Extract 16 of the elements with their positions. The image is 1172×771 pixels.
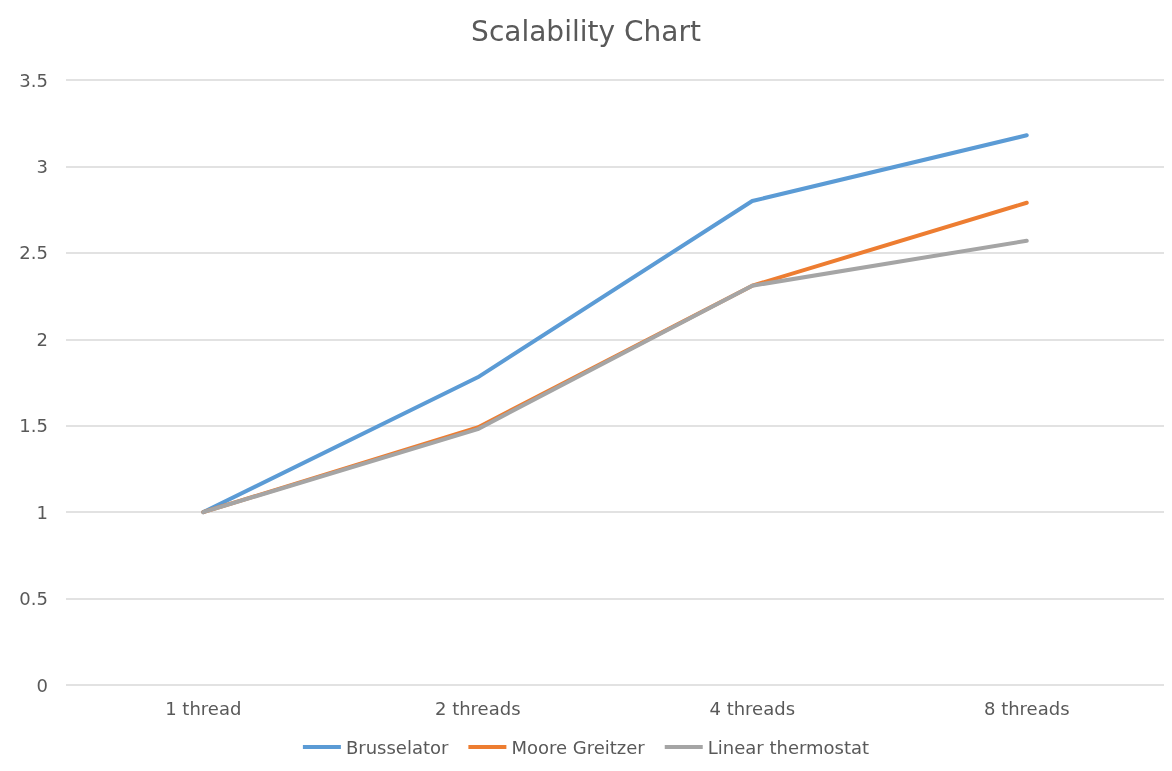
y-tick-label: 0.5 xyxy=(19,588,48,610)
y-tick-label: 1.5 xyxy=(19,415,48,437)
y-tick-label: 3 xyxy=(36,155,48,177)
y-tick-label: 3.5 xyxy=(19,69,48,91)
legend-label: Moore Greitzer xyxy=(511,736,646,758)
y-tick-label: 2.5 xyxy=(19,242,48,264)
y-tick-label: 1 xyxy=(36,501,48,523)
x-tick-label: 8 threads xyxy=(983,697,1070,719)
x-tick-label: 4 threads xyxy=(709,697,796,719)
legend-label: Brusselator xyxy=(345,736,449,758)
x-tick-label: 1 thread xyxy=(165,697,242,719)
y-tick-label: 2 xyxy=(36,328,48,350)
y-tick-label: 0 xyxy=(36,674,48,696)
chart-title: Scalability Chart xyxy=(471,14,701,48)
legend-label: Linear thermostat xyxy=(707,736,870,758)
x-tick-label: 2 threads xyxy=(434,697,521,719)
